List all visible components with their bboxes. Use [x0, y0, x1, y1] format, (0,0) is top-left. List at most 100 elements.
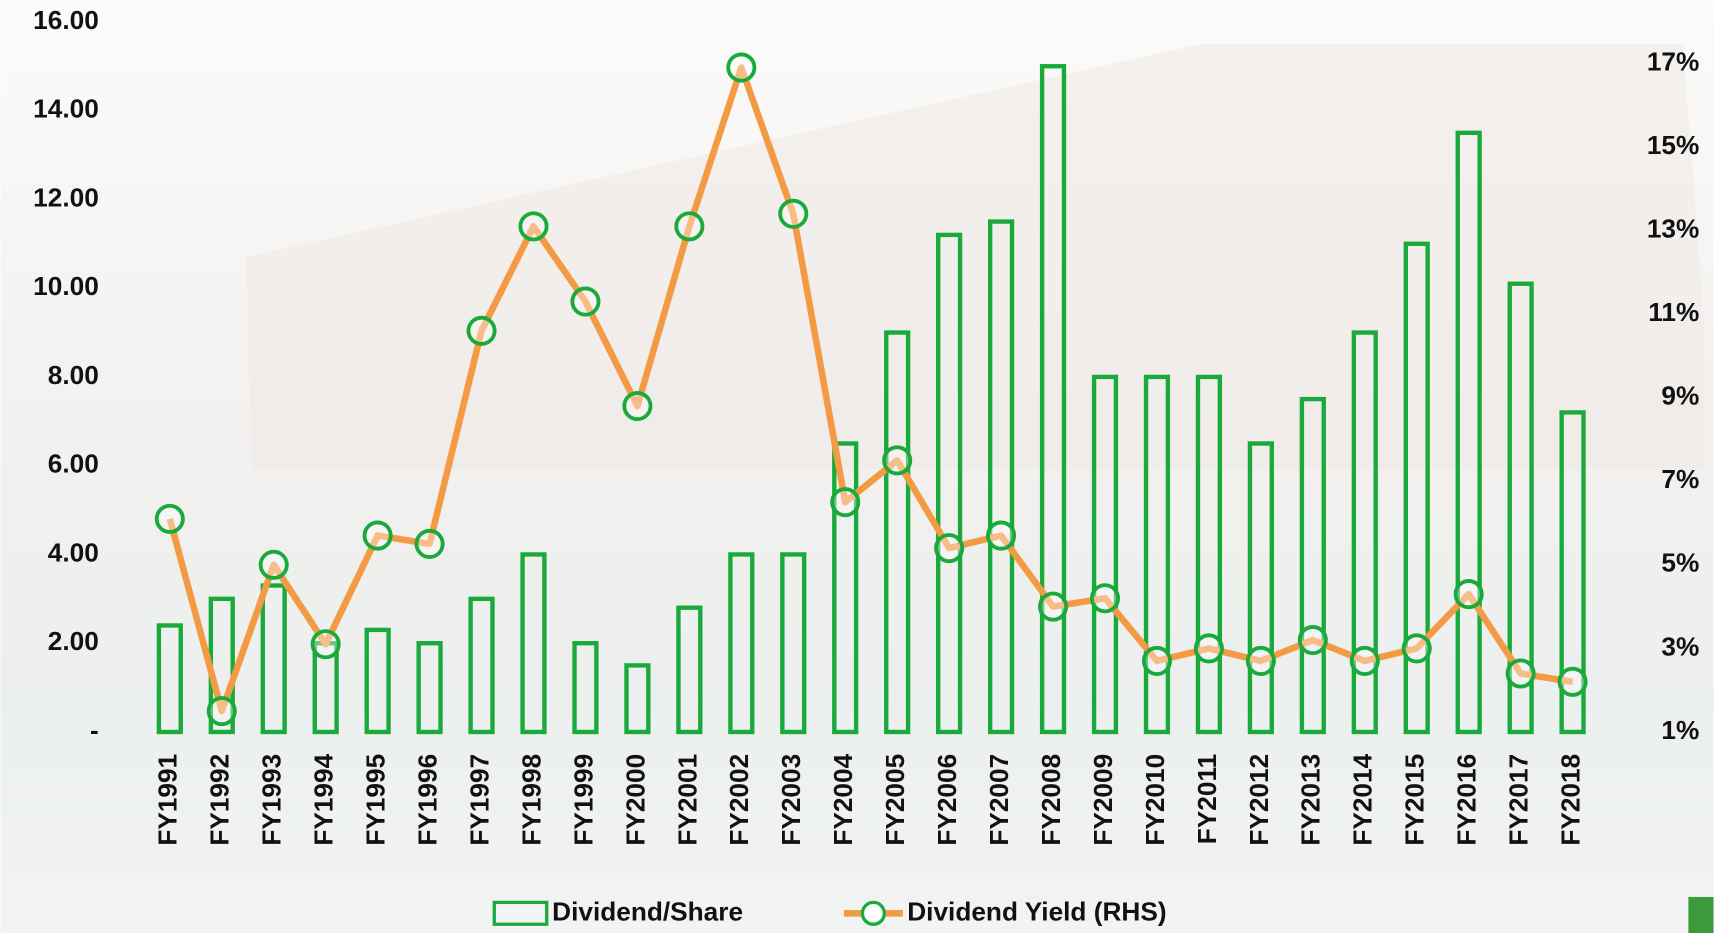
- point: [1453, 579, 1484, 610]
- x-tick-label: FY1992: [205, 754, 235, 846]
- x-tick-label: FY2006: [932, 754, 962, 846]
- bar: [1507, 281, 1534, 735]
- y-tick-label: -: [90, 715, 99, 745]
- x-tick-label: FY1991: [153, 754, 183, 846]
- point: [1038, 591, 1069, 622]
- point: [674, 211, 705, 242]
- x-tick-label: FY2003: [776, 754, 806, 846]
- bar: [936, 232, 963, 735]
- y-tick-label: 12.00: [33, 182, 99, 212]
- point: [934, 533, 965, 564]
- bar: [364, 627, 391, 735]
- bar: [1299, 396, 1326, 735]
- point: [1557, 666, 1588, 697]
- bar: [780, 552, 807, 735]
- bar: [1091, 374, 1119, 735]
- x-tick-label: FY1994: [309, 753, 339, 845]
- x-tick-label: FY2013: [1296, 754, 1326, 846]
- y-tick-label: 4.00: [48, 537, 99, 567]
- point: [206, 696, 237, 727]
- bar: [1247, 441, 1274, 735]
- y-tick-label: 10.00: [33, 271, 99, 301]
- x-tick-label: FY1996: [413, 754, 443, 846]
- x-tick-label: FY2016: [1452, 754, 1482, 846]
- y-tick-label: 16.00: [33, 5, 99, 35]
- bar: [1455, 130, 1482, 735]
- x-tick-label: FY2017: [1504, 754, 1534, 846]
- bar: [987, 219, 1015, 735]
- bar: [416, 641, 443, 735]
- x-tick-label: FY1999: [568, 754, 598, 846]
- point: [1089, 583, 1121, 614]
- bar: [156, 623, 183, 735]
- x-tick-label: FY1997: [464, 754, 494, 846]
- y-tick-label: 2.00: [48, 626, 99, 656]
- y-tick-label: 6.00: [48, 449, 99, 479]
- point: [258, 549, 289, 580]
- legend-label: Dividend/Share: [552, 896, 743, 926]
- point: [154, 503, 185, 534]
- point: [518, 211, 549, 242]
- bar: [728, 552, 755, 735]
- bar: [572, 641, 599, 735]
- point: [986, 520, 1017, 551]
- legend-swatch: [860, 900, 886, 926]
- bar: [1351, 330, 1378, 735]
- corner-mark: [1688, 896, 1714, 933]
- bar: [260, 583, 287, 735]
- legend-swatch: [492, 900, 549, 926]
- bar: [1143, 374, 1171, 735]
- x-tick-label: FY1995: [361, 754, 391, 846]
- y2-tick-label: 5%: [1661, 548, 1699, 578]
- point: [830, 487, 861, 518]
- y2-tick-label: 17%: [1647, 46, 1699, 76]
- y2-tick-label: 15%: [1647, 130, 1699, 160]
- x-tick-label: FY2005: [880, 754, 910, 846]
- x-tick-label: FY2015: [1400, 754, 1430, 846]
- point: [1505, 658, 1536, 689]
- bar: [624, 663, 651, 735]
- x-tick-label: FY2008: [1036, 754, 1066, 846]
- y2-tick-label: 13%: [1647, 213, 1699, 243]
- bar: [1403, 241, 1430, 735]
- x-tick-label: FY2012: [1244, 754, 1274, 846]
- y-tick-label: 8.00: [48, 360, 99, 390]
- x-tick-label: FY2004: [828, 753, 858, 845]
- bar: [1559, 410, 1586, 735]
- x-tick-label: FY2010: [1140, 754, 1170, 846]
- point: [570, 286, 601, 317]
- point: [778, 198, 809, 229]
- y2-tick-label: 3%: [1661, 631, 1699, 661]
- x-tick-label: FY1998: [516, 754, 546, 846]
- point: [466, 315, 497, 346]
- bar: [832, 441, 859, 735]
- x-tick-label: FY2007: [984, 754, 1014, 846]
- x-tick-label: FY1993: [257, 754, 287, 846]
- ship-silhouette: [246, 43, 1705, 470]
- legend-label: Dividend Yield (RHS): [907, 896, 1166, 926]
- y2-tick-label: 9%: [1661, 381, 1699, 411]
- x-tick-label: FY2011: [1192, 754, 1222, 844]
- bar: [1039, 64, 1067, 735]
- point: [414, 528, 445, 559]
- point: [1401, 633, 1432, 664]
- point: [622, 391, 653, 422]
- bar: [468, 596, 495, 735]
- point: [1349, 645, 1380, 676]
- bar: [1195, 374, 1223, 735]
- point: [882, 445, 913, 476]
- x-tick-label: FY2002: [724, 754, 754, 846]
- y-tick-label: 14.00: [33, 94, 99, 124]
- point: [1141, 645, 1172, 676]
- point: [310, 629, 341, 660]
- x-tick-label: FY2000: [620, 754, 650, 846]
- point: [362, 520, 393, 551]
- bar: [520, 552, 547, 735]
- point: [1297, 625, 1328, 656]
- point: [726, 52, 757, 83]
- y2-tick-label: 7%: [1661, 464, 1699, 494]
- point: [1245, 645, 1276, 676]
- x-tick-label: FY2001: [672, 754, 702, 846]
- point: [1193, 633, 1224, 664]
